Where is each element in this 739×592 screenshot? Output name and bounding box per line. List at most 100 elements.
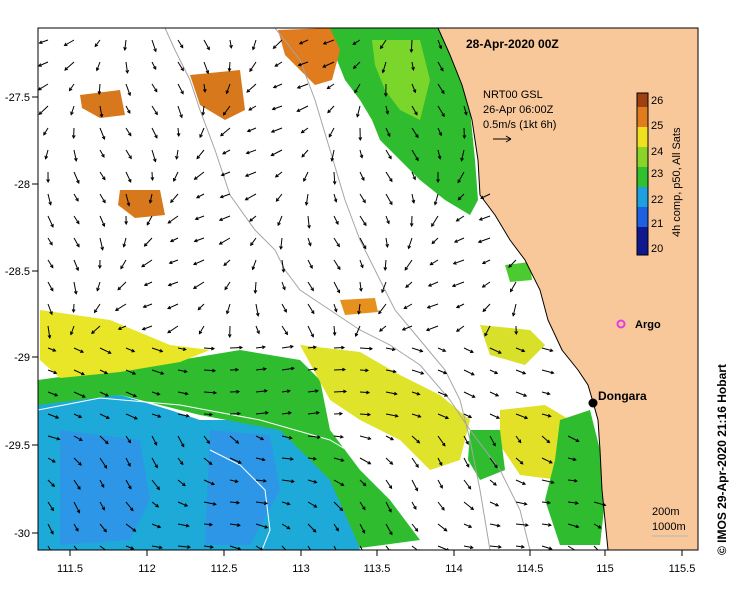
current-vector-head <box>413 506 417 510</box>
current-vector <box>359 171 365 181</box>
current-vector-head <box>367 412 372 417</box>
current-vector-head <box>452 261 457 265</box>
current-vector-head <box>93 309 98 314</box>
current-vector-head <box>132 371 137 375</box>
current-vector <box>307 390 318 393</box>
current-vector-head <box>263 478 267 483</box>
current-vector <box>99 215 105 227</box>
current-vector <box>463 435 469 445</box>
current-vector-head <box>356 113 360 118</box>
current-vector-head <box>235 440 240 444</box>
current-vector <box>124 39 127 50</box>
isobath-legend-200m: 200m <box>652 506 680 518</box>
current-vector <box>125 479 132 489</box>
current-vector-head <box>519 460 524 465</box>
current-vector-head <box>117 326 122 330</box>
x-tick-label: 115 <box>596 563 614 575</box>
current-vector <box>356 105 361 117</box>
current-vector <box>567 523 579 528</box>
current-vector-head <box>76 179 80 184</box>
current-vector-head <box>209 545 214 549</box>
current-vector <box>359 237 367 249</box>
current-vector <box>541 347 553 352</box>
current-vector <box>359 501 366 510</box>
current-vector-head <box>412 89 417 94</box>
current-vector <box>125 501 134 511</box>
current-vector <box>194 171 205 180</box>
current-vector <box>402 325 413 331</box>
current-vector <box>220 127 231 137</box>
current-vector <box>463 369 475 376</box>
current-vector-head <box>431 223 435 228</box>
current-vector <box>177 479 186 486</box>
current-vector <box>250 237 257 246</box>
current-vector-head <box>75 197 79 202</box>
current-vector <box>125 171 132 183</box>
current-vector-head <box>156 391 161 396</box>
current-vector-head <box>415 134 419 139</box>
current-vector-head <box>390 436 395 441</box>
current-legend-line3: 0.5m/s (1kt 6h) <box>483 119 556 131</box>
current-vector <box>203 501 216 505</box>
current-vector-head <box>225 90 230 95</box>
current-vector <box>272 105 283 110</box>
current-vector <box>593 523 602 529</box>
current-vector <box>254 281 257 294</box>
current-vector-head <box>180 443 185 448</box>
current-vector <box>73 237 80 247</box>
current-vector <box>275 171 283 178</box>
current-vector-head <box>336 551 339 554</box>
current-vector <box>482 281 491 288</box>
current-vector-head <box>286 525 291 530</box>
current-vector-head <box>310 310 315 315</box>
current-vector-head <box>271 106 276 111</box>
current-vector-head <box>296 108 301 112</box>
current-vector-head <box>326 85 331 90</box>
current-vector <box>385 237 388 247</box>
current-vector <box>226 303 231 314</box>
current-vector-head <box>275 198 280 202</box>
current-vector-head <box>340 482 345 486</box>
current-legend: NRT00 GSL 26-Apr 06:00Z 0.5m/s (1kt 6h) <box>483 89 556 143</box>
current-vector <box>94 39 101 47</box>
current-vector-head <box>157 414 162 418</box>
current-vector <box>385 171 393 182</box>
current-vector <box>125 391 137 397</box>
current-vector-head <box>446 547 450 550</box>
current-vector <box>73 281 77 294</box>
current-vector <box>151 435 158 446</box>
current-vector-head <box>357 310 361 315</box>
current-vector <box>151 347 163 352</box>
current-vector <box>405 281 413 288</box>
current-vector <box>203 479 215 485</box>
current-vector-head <box>494 464 498 469</box>
current-vector-head <box>281 268 286 273</box>
current-vector-head <box>184 503 189 507</box>
current-vector-head <box>46 179 50 184</box>
current-vector-head <box>333 198 338 203</box>
dongara-marker: Dongara <box>588 389 647 408</box>
colorbar-tick-23: 23 <box>651 168 663 180</box>
current-vector <box>463 391 476 398</box>
current-vector <box>273 39 283 49</box>
current-vector <box>303 171 309 182</box>
x-tick-label: 112.5 <box>211 563 238 575</box>
current-vector-head <box>548 460 553 464</box>
current-vector <box>437 83 445 94</box>
current-vector <box>73 171 80 184</box>
current-vector-head <box>127 110 131 114</box>
current-vector-head <box>313 480 318 484</box>
current-vector <box>197 303 205 310</box>
current-vector-head <box>126 202 131 207</box>
current-vector <box>359 545 363 550</box>
current-vector <box>333 215 339 225</box>
current-vector-head <box>497 544 502 549</box>
current-vector-head <box>71 309 76 314</box>
current-vector-head <box>386 220 390 225</box>
current-vector <box>176 149 179 159</box>
current-vector <box>333 347 345 349</box>
current-vector-head <box>142 304 147 308</box>
current-vector-head <box>272 45 277 50</box>
current-vector-head <box>412 176 416 181</box>
current-vector-head <box>179 44 184 49</box>
